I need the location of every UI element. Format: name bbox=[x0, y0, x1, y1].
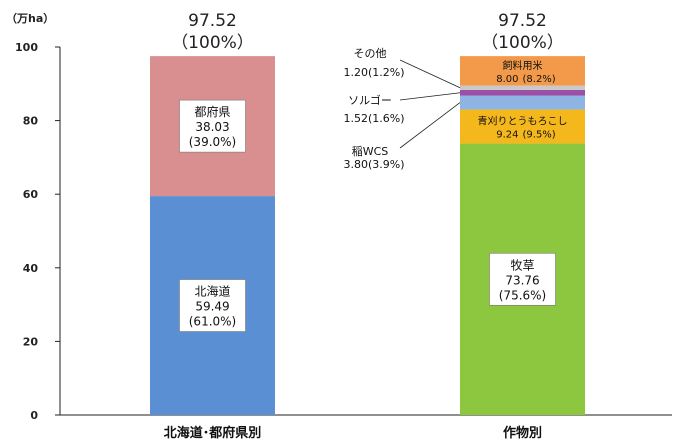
segment-value: 59.49 bbox=[195, 300, 229, 314]
callout-value: 1.52 bbox=[344, 112, 369, 125]
callout-percent: (1.2%) bbox=[368, 66, 405, 79]
bar-total-value: 97.52 bbox=[188, 11, 237, 31]
segment-percent: (39.0%) bbox=[189, 135, 236, 149]
bar-total-percent: （100%） bbox=[481, 33, 564, 53]
bar-labels: 97.52（100%）北海道･都府県別北海道59.49(61.0%)都府県38.… bbox=[164, 11, 568, 441]
y-tick-label: 100 bbox=[15, 41, 38, 54]
callout-percent: (3.9%) bbox=[368, 158, 405, 171]
bar-segment-1-5 bbox=[460, 56, 585, 86]
bar-segment-1-4 bbox=[460, 85, 585, 90]
bar-segment-1-3 bbox=[460, 89, 585, 96]
segment-label-box bbox=[179, 279, 246, 332]
y-tick-label: 80 bbox=[23, 115, 39, 128]
y-tick-label: 0 bbox=[30, 409, 38, 422]
segment-name: 青刈りとうもろこし bbox=[478, 115, 568, 128]
callout-leader-line bbox=[399, 59, 461, 89]
y-tick-label: 40 bbox=[23, 262, 39, 275]
segment-label-box bbox=[179, 99, 246, 153]
bar-total-value: 97.52 bbox=[498, 11, 547, 31]
segment-percent: (61.0%) bbox=[189, 315, 236, 329]
callout-value: 1.20 bbox=[344, 66, 369, 79]
segment-name: 牧草 bbox=[510, 258, 534, 272]
bar-segment-1-2 bbox=[460, 95, 585, 110]
segment-value: 73.76 bbox=[505, 273, 539, 287]
y-axis-unit-label: （万ha） bbox=[6, 12, 54, 25]
category-label: 作物別 bbox=[503, 425, 542, 441]
callout-name: ソルゴー bbox=[348, 93, 392, 107]
callout-name: その他 bbox=[354, 47, 387, 60]
y-tick-label: 60 bbox=[23, 188, 39, 201]
y-tick-label: 20 bbox=[23, 335, 39, 348]
callout-leader-line bbox=[399, 102, 461, 149]
segment-percent: (8.2%) bbox=[523, 74, 556, 85]
bar-total-percent: （100%） bbox=[171, 33, 254, 53]
segment-name: 北海道 bbox=[194, 284, 230, 299]
segment-percent: (75.6%) bbox=[499, 288, 546, 302]
callout-percent: (1.6%) bbox=[368, 112, 405, 125]
segment-name: 飼料用米 bbox=[503, 59, 543, 72]
callout-leader-line bbox=[399, 92, 461, 101]
segment-value: 9.24 bbox=[496, 130, 518, 141]
segment-label-box bbox=[489, 252, 556, 306]
segment-value: 8.00 bbox=[496, 74, 518, 85]
callout-value: 3.80 bbox=[344, 158, 369, 171]
callout-name: 稲WCS bbox=[352, 145, 389, 158]
segment-percent: (9.5%) bbox=[523, 130, 556, 141]
segment-name: 都府県 bbox=[194, 104, 230, 119]
bar-segment-1-1 bbox=[460, 109, 585, 144]
segment-value: 38.03 bbox=[195, 120, 229, 134]
category-label: 北海道･都府県別 bbox=[164, 425, 262, 441]
